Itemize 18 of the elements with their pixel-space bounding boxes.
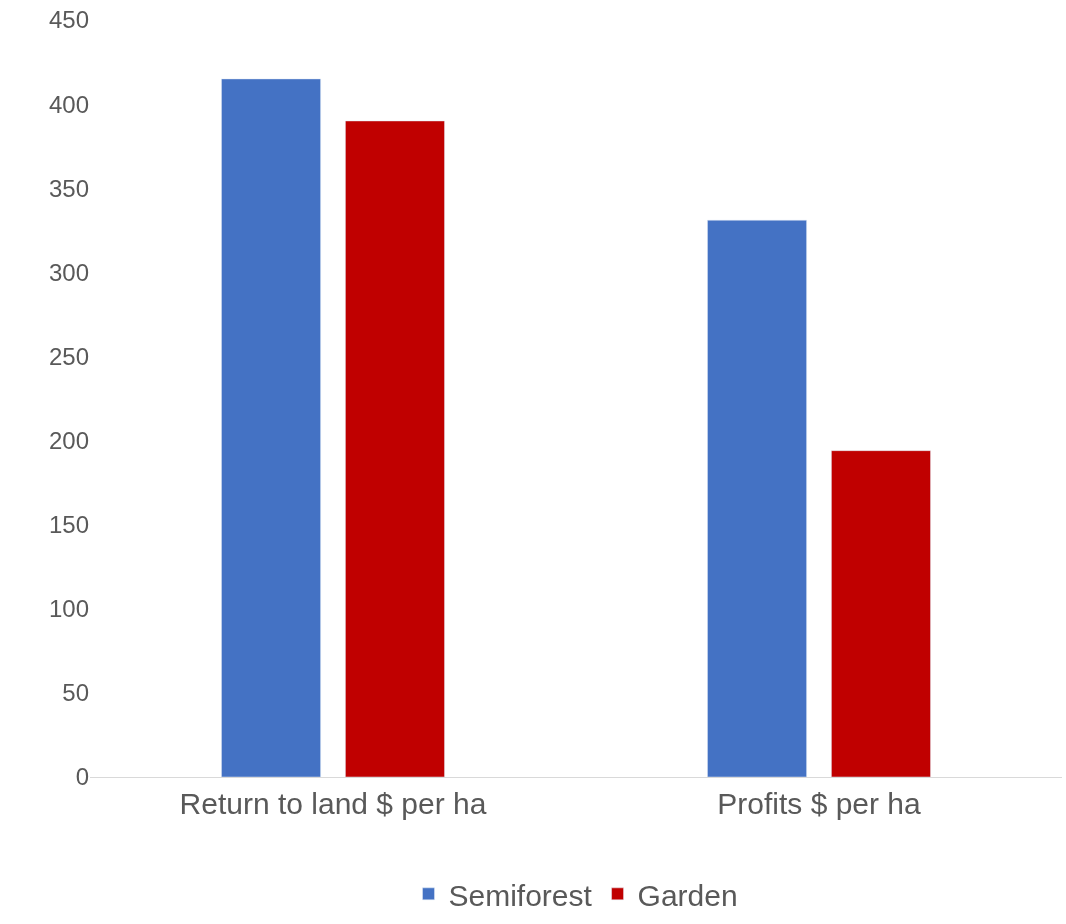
bar xyxy=(831,450,931,777)
y-tick-label: 50 xyxy=(62,679,89,707)
bar xyxy=(707,219,807,777)
legend-label: Garden xyxy=(637,878,738,912)
x-tick-label: Profits $ per ha xyxy=(717,787,922,820)
bar xyxy=(221,78,321,777)
y-tick-label: 250 xyxy=(48,342,89,370)
y-tick-label: 300 xyxy=(48,258,89,286)
y-tick-label: 0 xyxy=(75,763,89,791)
bar xyxy=(345,120,445,777)
x-tick-label: Return to land $ per ha xyxy=(179,787,487,820)
y-tick-label: 350 xyxy=(48,174,89,202)
y-tick-label: 200 xyxy=(48,426,89,454)
y-tick-label: 400 xyxy=(48,90,89,118)
y-tick-label: 100 xyxy=(48,595,89,623)
y-tick-label: 450 xyxy=(48,6,89,34)
legend-label: Semiforest xyxy=(448,878,593,912)
y-tick-label: 150 xyxy=(48,511,89,539)
